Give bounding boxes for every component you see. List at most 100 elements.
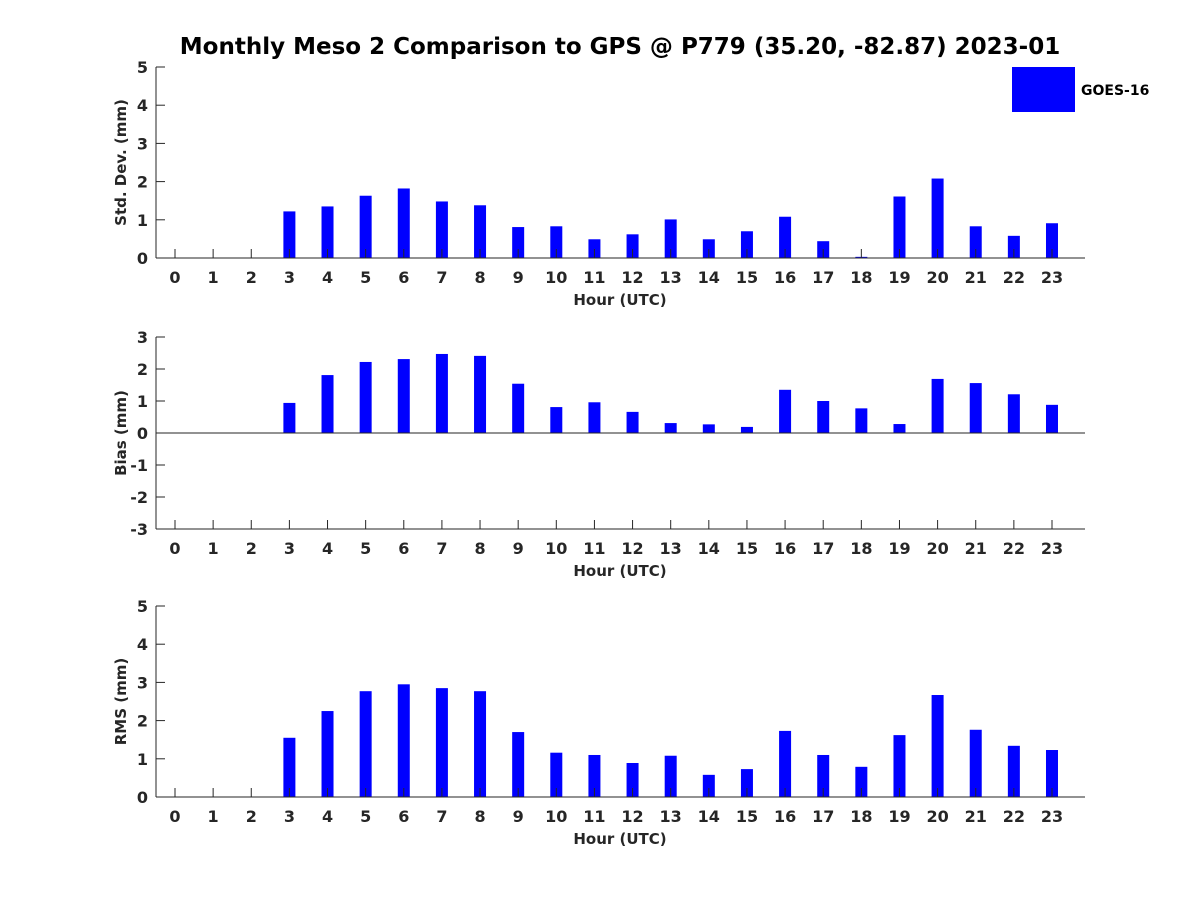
- x-tick-label: 4: [322, 807, 333, 826]
- x-tick-label: 11: [583, 268, 605, 287]
- x-tick-label: 7: [436, 268, 447, 287]
- y-tick-label: 2: [137, 360, 148, 379]
- x-tick-label: 18: [850, 268, 872, 287]
- legend-label: GOES-16: [1081, 83, 1149, 99]
- bar-hour-7: [435, 688, 448, 797]
- y-tick-label: -3: [130, 520, 148, 539]
- x-tick-label: 16: [774, 807, 796, 826]
- bar-hour-13: [664, 423, 677, 433]
- bar-hour-12: [626, 411, 639, 433]
- bar-hour-20: [931, 378, 944, 433]
- x-tick-label: 4: [322, 539, 333, 558]
- x-axis-label: Hour (UTC): [573, 830, 666, 848]
- bar-hour-15: [740, 769, 753, 797]
- bar-hour-5: [359, 691, 372, 797]
- y-tick-label: -1: [130, 456, 148, 475]
- y-tick-label: -2: [130, 488, 148, 507]
- bar-hour-22: [1007, 745, 1020, 797]
- bar-hour-3: [283, 402, 296, 433]
- x-tick-label: 6: [398, 807, 409, 826]
- x-tick-label: 2: [246, 268, 257, 287]
- bar-hour-21: [969, 383, 982, 433]
- x-tick-label: 20: [926, 539, 948, 558]
- bar-hour-19: [893, 196, 906, 258]
- x-tick-label: 23: [1041, 268, 1063, 287]
- x-tick-label: 11: [583, 539, 605, 558]
- x-tick-label: 21: [965, 539, 987, 558]
- y-tick-label: 4: [137, 635, 148, 654]
- bar-hour-7: [435, 201, 448, 258]
- bar-hour-22: [1007, 394, 1020, 433]
- x-tick-label: 10: [545, 807, 567, 826]
- bar-hour-8: [474, 691, 487, 797]
- x-tick-label: 3: [284, 539, 295, 558]
- x-tick-label: 21: [965, 268, 987, 287]
- bar-hour-17: [817, 754, 830, 797]
- bar-hour-11: [588, 754, 601, 797]
- x-tick-label: 5: [360, 807, 371, 826]
- x-tick-label: 21: [965, 807, 987, 826]
- y-tick-label: 5: [137, 597, 148, 616]
- bar-hour-18: [855, 766, 868, 797]
- x-tick-label: 6: [398, 268, 409, 287]
- x-tick-label: 10: [545, 268, 567, 287]
- x-tick-label: 17: [812, 539, 834, 558]
- bar-hour-6: [397, 684, 410, 797]
- y-axis-label: RMS (mm): [112, 658, 130, 745]
- y-axis-label: Std. Dev. (mm): [112, 99, 130, 226]
- bar-hour-4: [321, 206, 334, 258]
- bar-hour-13: [664, 219, 677, 258]
- x-tick-label: 3: [284, 807, 295, 826]
- bar-hour-6: [397, 188, 410, 258]
- bar-hour-7: [435, 353, 448, 433]
- bar-hour-20: [931, 695, 944, 797]
- x-tick-label: 8: [474, 268, 485, 287]
- x-tick-label: 7: [436, 539, 447, 558]
- bar-hour-8: [474, 205, 487, 258]
- y-tick-label: 2: [137, 712, 148, 731]
- x-tick-label: 17: [812, 807, 834, 826]
- bar-hour-16: [779, 730, 792, 797]
- x-axis-label: Hour (UTC): [573, 291, 666, 309]
- x-tick-label: 19: [888, 807, 910, 826]
- x-tick-label: 14: [698, 268, 720, 287]
- x-tick-label: 5: [360, 268, 371, 287]
- x-tick-label: 12: [621, 807, 643, 826]
- bar-hour-10: [550, 407, 563, 433]
- x-tick-label: 14: [698, 539, 720, 558]
- bar-hour-11: [588, 239, 601, 258]
- x-tick-label: 18: [850, 539, 872, 558]
- x-tick-label: 2: [246, 539, 257, 558]
- y-tick-label: 3: [137, 673, 148, 692]
- bar-hour-16: [779, 216, 792, 258]
- x-tick-label: 20: [926, 807, 948, 826]
- x-tick-label: 15: [736, 539, 758, 558]
- bar-hour-21: [969, 226, 982, 258]
- bar-hour-9: [512, 383, 525, 433]
- x-tick-label: 4: [322, 268, 333, 287]
- x-tick-label: 12: [621, 539, 643, 558]
- bar-hour-11: [588, 402, 601, 433]
- x-axis-label: Hour (UTC): [573, 562, 666, 580]
- bar-hour-6: [397, 359, 410, 433]
- x-tick-label: 9: [513, 268, 524, 287]
- x-tick-label: 11: [583, 807, 605, 826]
- x-tick-label: 0: [169, 539, 180, 558]
- bar-hour-5: [359, 361, 372, 433]
- bar-hour-3: [283, 211, 296, 258]
- bar-hour-12: [626, 763, 639, 797]
- y-tick-label: 5: [137, 58, 148, 77]
- bar-hour-23: [1045, 223, 1058, 258]
- bar-hour-18: [855, 408, 868, 433]
- x-tick-label: 23: [1041, 807, 1063, 826]
- y-tick-label: 1: [137, 750, 148, 769]
- bar-hour-14: [702, 774, 715, 797]
- x-tick-label: 5: [360, 539, 371, 558]
- y-axis-label: Bias (mm): [112, 390, 130, 476]
- x-tick-label: 22: [1003, 539, 1025, 558]
- bar-hour-20: [931, 178, 944, 258]
